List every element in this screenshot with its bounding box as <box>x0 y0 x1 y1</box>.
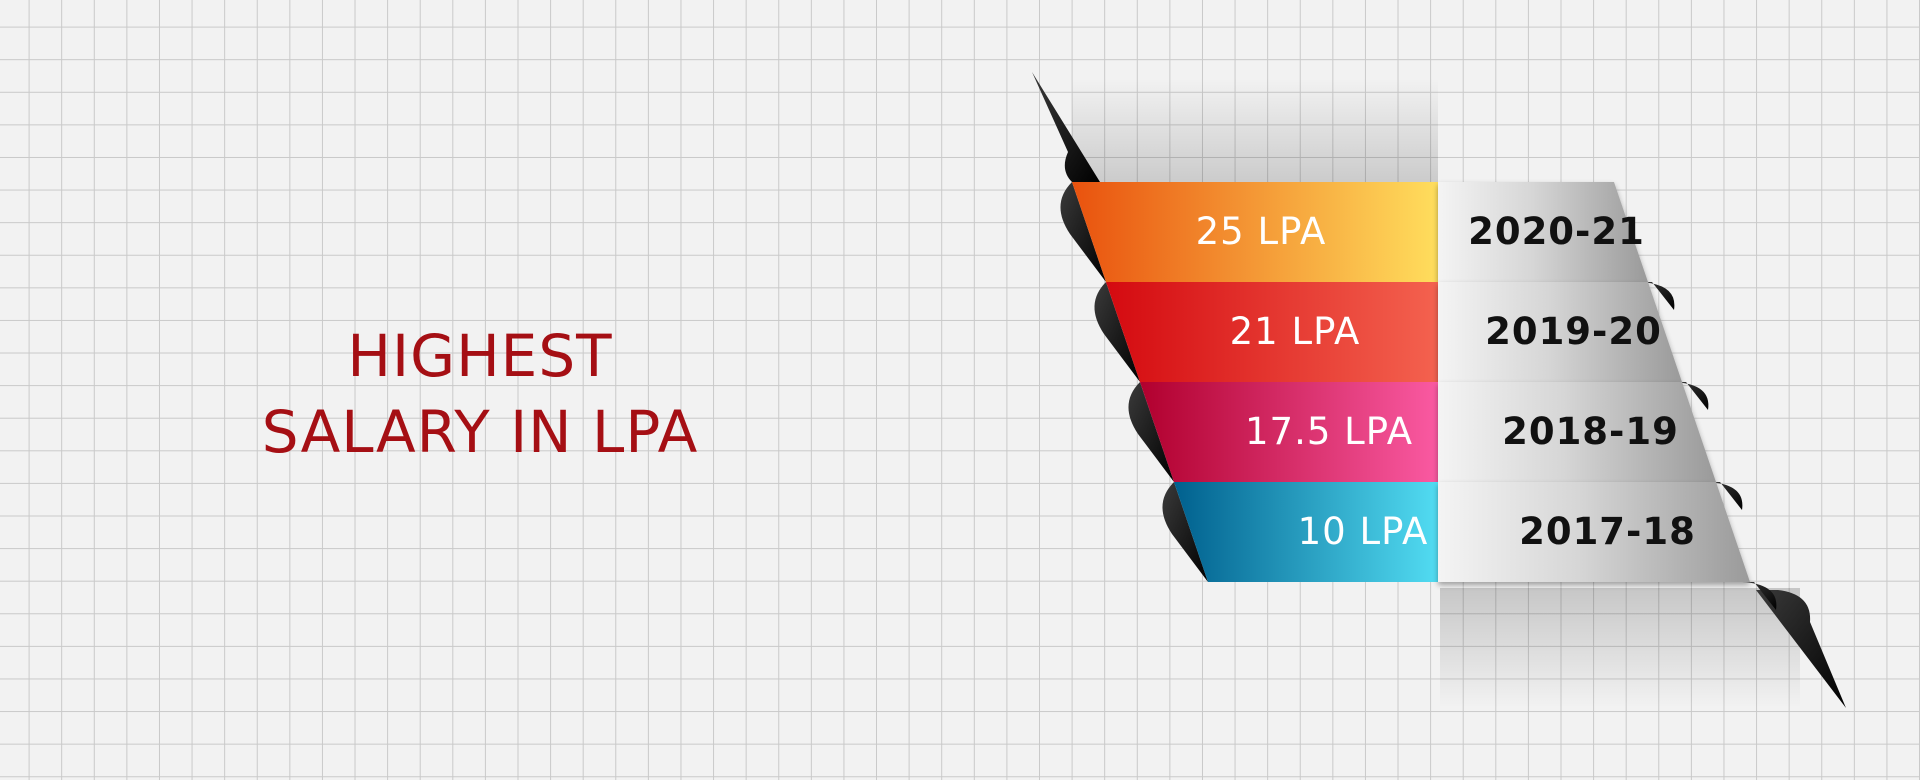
salary-band <box>1140 382 1438 482</box>
year-label: 2017-18 <box>1519 510 1696 553</box>
salary-band <box>1106 282 1438 382</box>
year-label: 2018-19 <box>1502 410 1679 453</box>
salary-band <box>1174 482 1438 582</box>
left-fold <box>1094 282 1140 382</box>
lower-shadow <box>1440 588 1800 708</box>
salary-label: 17.5 LPA <box>1245 410 1413 453</box>
bottom-ribbon-tail <box>1756 590 1846 708</box>
salary-row: 10 LPA 2017-18 <box>1162 482 1777 610</box>
year-panel <box>1438 182 1648 282</box>
headline: HIGHEST SALARY IN LPA <box>200 318 760 470</box>
right-fold <box>1742 582 1777 610</box>
right-fold <box>1674 382 1709 410</box>
salary-row: 25 LPA 2020-21 <box>1060 182 1675 310</box>
salary-row: 21 LPA 2019-20 <box>1094 282 1709 410</box>
salary-label: 10 LPA <box>1298 510 1429 553</box>
right-fold <box>1708 482 1743 510</box>
year-panel <box>1438 482 1750 582</box>
left-fold <box>1162 482 1208 582</box>
salary-band <box>1072 182 1438 282</box>
headline-line-2: SALARY IN LPA <box>261 398 699 466</box>
headline-line-1: HIGHEST <box>347 322 613 390</box>
left-fold <box>1060 182 1106 282</box>
top-ribbon-tail <box>1032 72 1100 182</box>
year-panel <box>1438 282 1682 382</box>
salary-label: 21 LPA <box>1230 310 1361 353</box>
left-fold <box>1128 382 1174 482</box>
year-panel <box>1438 382 1716 482</box>
upper-shadow <box>1072 78 1438 182</box>
year-label: 2020-21 <box>1468 210 1645 253</box>
right-fold <box>1640 282 1675 310</box>
year-label: 2019-20 <box>1485 310 1662 353</box>
salary-row: 17.5 LPA 2018-19 <box>1128 382 1743 510</box>
salary-rows: 25 LPA 2020-21 21 LPA 2019-20 17.5 LPA 2018-1… <box>1060 182 1777 610</box>
salary-label: 25 LPA <box>1196 210 1327 253</box>
